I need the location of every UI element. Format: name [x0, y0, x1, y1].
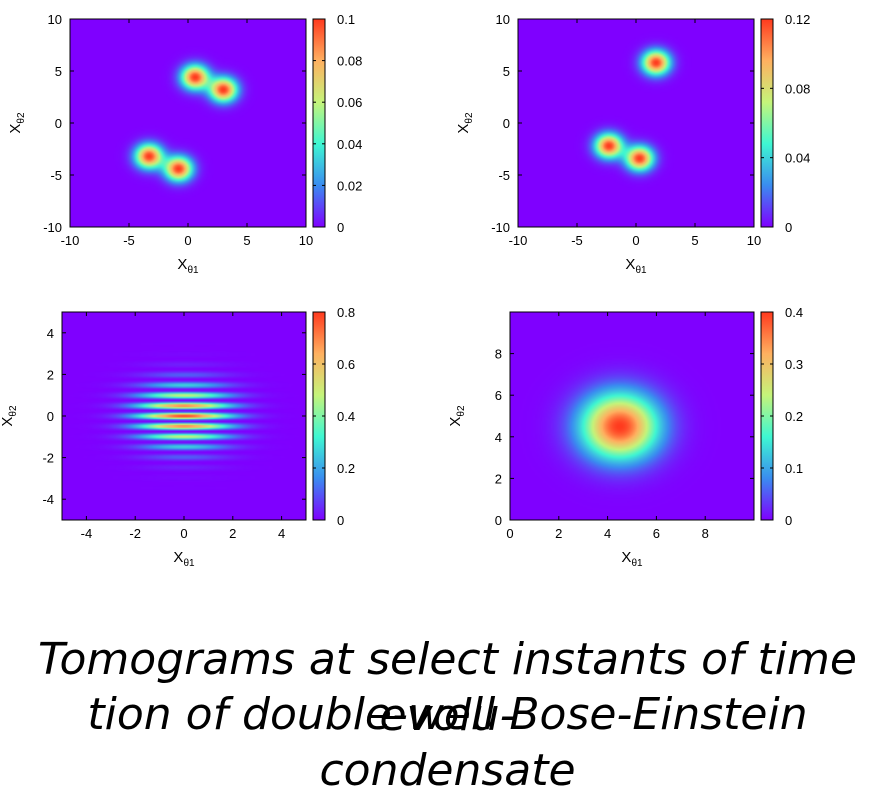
colorbar-tick-label: 0.1 — [337, 12, 355, 27]
x-tick-label: 2 — [229, 526, 236, 541]
colorbar-tick-label: 0 — [337, 220, 344, 235]
heatmap-image — [62, 312, 306, 520]
x-tick-label: 0 — [632, 233, 639, 248]
colorbar-tick-label: 0.04 — [337, 137, 362, 152]
y-axis-label-subscript: θ2 — [16, 112, 27, 124]
y-tick-label: 6 — [495, 388, 502, 403]
heatmap-panel-top-right: -10 -5 0 5 10 -10 -5 0 5 10 Xθ1 Xθ2 0 0.04 0.08 0.12 — [455, 12, 810, 276]
colorbar-tick-label: 0 — [785, 513, 792, 528]
x-tick-label: 2 — [555, 526, 562, 541]
y-tick-label: 4 — [47, 326, 54, 341]
colorbar-tick-label: 0 — [337, 513, 344, 528]
x-tick-label: 8 — [702, 526, 709, 541]
y-tick-label: 0 — [47, 409, 54, 424]
y-axis-label-subscript: θ2 — [464, 112, 475, 124]
heatmap-image — [518, 19, 754, 227]
y-tick-label: 0 — [503, 116, 510, 131]
y-axis-label: Xθ2 — [447, 405, 467, 427]
figure-caption-line-1: Tomograms at select instants of time evo… — [38, 634, 857, 741]
y-axis-label: Xθ2 — [0, 405, 19, 427]
y-tick-label: 2 — [47, 367, 54, 382]
tomogram-figure: -10 -5 0 5 10 -10 -5 0 5 10 Xθ1 Xθ2 0 0.02 0.04 0.06 0.0… — [0, 12, 810, 569]
x-tick-label: -10 — [509, 233, 528, 248]
heatmap-panel-top-left: -10 -5 0 5 10 -10 -5 0 5 10 Xθ1 Xθ2 0 0.02 0.04 0.06 0.0… — [7, 12, 362, 276]
x-axis-label-subscript: θ1 — [187, 265, 199, 276]
y-tick-label: 5 — [503, 64, 510, 79]
x-tick-label: 5 — [243, 233, 250, 248]
y-tick-label: 5 — [55, 64, 62, 79]
colorbar-tick-label: 0.2 — [785, 409, 803, 424]
y-axis-label: Xθ2 — [7, 112, 27, 134]
heatmap-panel-bottom-right: 0 2 4 6 8 0 2 4 6 8 Xθ1 Xθ2 0 0.1 0.2 0.3 0.4 — [447, 305, 803, 569]
plot-frame — [509, 311, 755, 521]
x-tick-label: 4 — [604, 526, 611, 541]
figure-caption-line-2: tion of double-well Bose-Einstein conden… — [87, 689, 808, 796]
x-axis-label: Xθ1 — [621, 549, 643, 569]
x-tick-label: 0 — [184, 233, 191, 248]
colorbar-tick-label: 0.08 — [337, 54, 362, 69]
colorbar-tick-label: 0.02 — [337, 178, 362, 193]
y-tick-label: -5 — [498, 168, 510, 183]
y-tick-label: -10 — [43, 220, 62, 235]
colorbar-tick-label: 0.6 — [337, 357, 355, 372]
colorbar-tick-label: 0.12 — [785, 12, 810, 27]
y-tick-label: 10 — [48, 12, 62, 27]
heatmap-image — [510, 312, 754, 520]
x-axis-label-subscript: θ1 — [183, 558, 195, 569]
colorbar-tick-label: 0.08 — [785, 81, 810, 96]
heatmap-image — [70, 19, 306, 227]
colorbar-tick-label: 0 — [785, 220, 792, 235]
x-axis-label-subscript: θ1 — [635, 265, 647, 276]
x-tick-label: 4 — [278, 526, 285, 541]
x-tick-label: -5 — [123, 233, 135, 248]
x-axis-label: Xθ1 — [625, 256, 647, 276]
colorbar-tick-label: 0.8 — [337, 305, 355, 320]
x-tick-label: 0 — [180, 526, 187, 541]
y-axis-label: Xθ2 — [455, 112, 475, 134]
y-tick-label: -4 — [42, 492, 54, 507]
x-tick-label: 5 — [691, 233, 698, 248]
y-tick-label: 8 — [495, 347, 502, 362]
heatmap-panel-bottom-left: -4 -2 0 2 4 -4 -2 0 2 4 Xθ1 Xθ2 0 0.2 0.4 0.6 0.8 — [0, 305, 355, 569]
y-tick-label: 10 — [496, 12, 510, 27]
x-tick-label: 10 — [299, 233, 313, 248]
colorbar-tick-label: 0.1 — [785, 461, 803, 476]
colorbar-tick-label: 0.06 — [337, 95, 362, 110]
x-axis-label: Xθ1 — [177, 256, 199, 276]
y-tick-label: 4 — [495, 430, 502, 445]
y-tick-label: 2 — [495, 471, 502, 486]
colorbar-tick-label: 0.4 — [785, 305, 803, 320]
x-axis-label-subscript: θ1 — [631, 558, 643, 569]
y-tick-label: -5 — [50, 168, 62, 183]
colorbar-tick-label: 0.2 — [337, 461, 355, 476]
colorbar — [312, 18, 326, 228]
colorbar-tick-label: 0.04 — [785, 151, 810, 166]
x-tick-label: -10 — [61, 233, 80, 248]
colorbar — [760, 18, 774, 228]
x-tick-label: -4 — [81, 526, 93, 541]
colorbar-tick-label: 0.3 — [785, 357, 803, 372]
y-tick-label: -2 — [42, 451, 54, 466]
x-axis-label: Xθ1 — [173, 549, 195, 569]
x-tick-label: 10 — [747, 233, 761, 248]
y-axis-label-subscript: θ2 — [8, 405, 19, 417]
y-tick-label: -10 — [491, 220, 510, 235]
x-tick-label: -5 — [571, 233, 583, 248]
x-tick-label: -2 — [129, 526, 141, 541]
colorbar-tick-label: 0.4 — [337, 409, 355, 424]
y-tick-label: 0 — [495, 513, 502, 528]
y-tick-label: 0 — [55, 116, 62, 131]
x-tick-label: 0 — [506, 526, 513, 541]
x-tick-label: 6 — [653, 526, 660, 541]
y-axis-label-subscript: θ2 — [456, 405, 467, 417]
